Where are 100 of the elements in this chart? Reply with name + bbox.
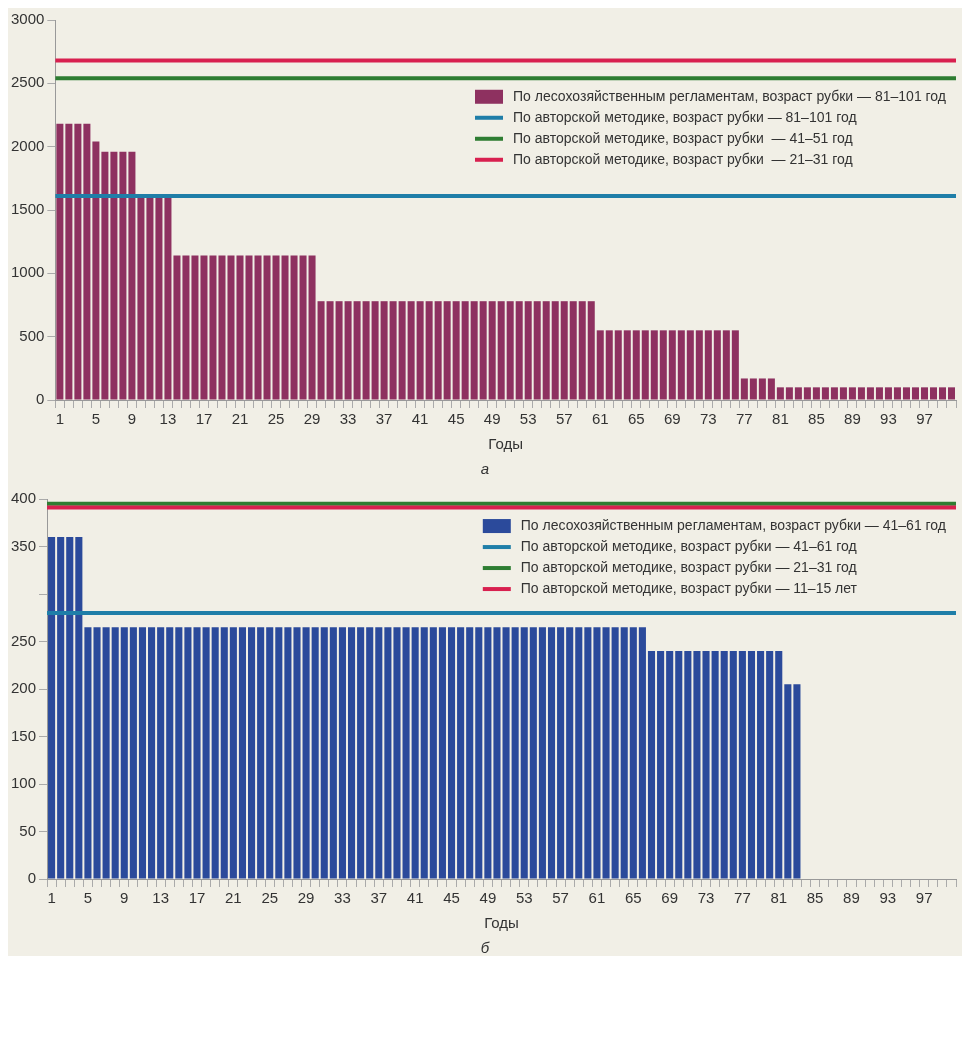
legend-label: По авторской методике, возраст рубки — 81–101 год (513, 108, 857, 125)
bar (793, 684, 801, 879)
x-tick-label: 97 (915, 889, 933, 907)
x-tick-label: 49 (479, 889, 497, 907)
bar (929, 387, 937, 400)
bar (557, 627, 565, 879)
bar (338, 627, 346, 879)
x-tick-label: 45 (443, 889, 460, 907)
bar (695, 330, 703, 400)
bar (389, 301, 397, 400)
bar (173, 255, 181, 400)
bar (857, 387, 865, 400)
bar (229, 627, 237, 879)
x-tick-label: 29 (303, 410, 321, 428)
bar (538, 627, 546, 879)
bar (317, 301, 325, 400)
bar (677, 330, 685, 400)
bar (146, 197, 154, 400)
bar (614, 330, 622, 400)
bar (684, 651, 692, 879)
bar (524, 301, 532, 400)
bar (326, 301, 334, 400)
bar (758, 378, 766, 400)
bar (776, 387, 784, 400)
x-tick-label: 93 (879, 889, 897, 907)
bar (911, 387, 919, 400)
bar (457, 627, 465, 879)
bar (784, 684, 792, 879)
bar (668, 330, 676, 400)
bar (272, 255, 280, 400)
bar (720, 651, 728, 879)
bar (533, 301, 541, 400)
text: б (479, 939, 491, 956)
bar (407, 301, 415, 400)
bar (884, 387, 892, 400)
x-axis-title: Годы (484, 914, 519, 932)
bar (402, 627, 410, 879)
x-tick-label: 81 (770, 889, 788, 907)
bar (166, 627, 174, 879)
bar (362, 301, 370, 400)
bar (398, 301, 406, 400)
bar (299, 255, 307, 400)
x-tick-label: 77 (734, 889, 751, 907)
bar (120, 627, 128, 879)
y-tick-label: 200 (11, 679, 37, 697)
bar (602, 627, 610, 879)
x-tick-label: 73 (699, 410, 717, 428)
y-tick-label: 2500 (10, 73, 45, 91)
bar (138, 627, 147, 879)
bar (605, 330, 613, 400)
bar (475, 627, 483, 879)
bar (575, 627, 583, 879)
bar (110, 151, 118, 400)
legend-label: По лесохозяйственным регламентам, возраст рубки — 41–61 год (520, 516, 946, 533)
bar (66, 537, 74, 879)
bar (641, 330, 649, 400)
bar (693, 651, 701, 879)
bar (587, 301, 595, 400)
bar (466, 627, 474, 879)
bar (747, 651, 756, 879)
bar (839, 387, 847, 400)
x-tick-label: 65 (627, 410, 645, 428)
bar (542, 301, 550, 400)
bar (193, 627, 201, 879)
x-tick-label: 41 (411, 410, 429, 428)
bar (263, 255, 271, 400)
bar (284, 627, 292, 879)
bar (502, 627, 510, 879)
x-tick-label: 21 (231, 410, 249, 428)
bar (375, 627, 383, 879)
bar (129, 627, 137, 879)
bar (947, 387, 956, 400)
bar (866, 387, 874, 400)
bar (275, 627, 283, 879)
y-tick-label: 1500 (10, 200, 45, 218)
bar (520, 627, 528, 879)
bar (666, 651, 674, 879)
x-tick-label: 25 (261, 889, 279, 907)
bar (447, 627, 456, 879)
bar (551, 301, 559, 400)
x-tick-label: 33 (334, 889, 351, 907)
bar (293, 627, 301, 879)
bar (529, 627, 537, 879)
x-tick-label: 41 (406, 889, 424, 907)
bar (794, 387, 802, 400)
bar (812, 387, 820, 400)
bar (56, 123, 64, 400)
bar (202, 627, 210, 879)
bar (938, 387, 946, 400)
text: а (479, 460, 491, 477)
bar (335, 301, 343, 400)
bar (623, 330, 631, 400)
bar (830, 387, 838, 400)
x-tick-label: 25 (267, 410, 285, 428)
bar (920, 387, 928, 400)
x-tick-label: 61 (591, 410, 609, 428)
x-tick-label: 73 (697, 889, 715, 907)
legend-label: По авторской методике, возраст рубки — 21–31 год (520, 558, 857, 575)
bar (593, 627, 601, 879)
x-tick-label: 13 (152, 889, 169, 907)
